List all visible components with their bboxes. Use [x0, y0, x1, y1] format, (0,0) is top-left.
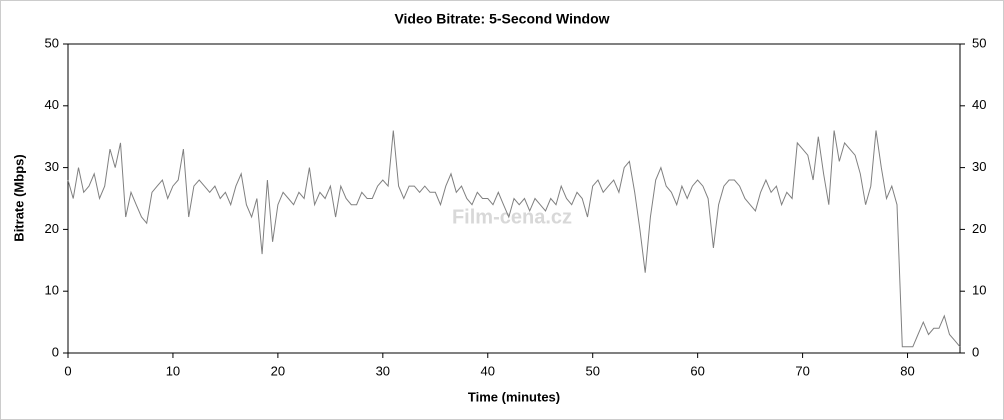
watermark: Film-cena.cz — [452, 206, 572, 228]
x-tick-label: 50 — [585, 363, 599, 378]
bitrate-line — [67, 130, 961, 348]
y-tick-label: 50 — [45, 35, 59, 50]
y-tick-label: 20 — [45, 221, 59, 236]
x-tick-label: 80 — [900, 363, 914, 378]
y-axis-label: Bitrate (Mbps) — [11, 154, 26, 241]
x-axis-label: Time (minutes) — [468, 389, 560, 404]
x-tick-label: 30 — [376, 363, 390, 378]
plot-frame — [67, 43, 961, 354]
y-tick-label: 10 — [45, 283, 59, 298]
x-tick-label: 70 — [795, 363, 809, 378]
y2-tick-label: 0 — [972, 344, 979, 359]
x-tick-label: 0 — [64, 363, 71, 378]
y2-tick-label: 30 — [972, 159, 986, 174]
y-tick-label: 40 — [45, 97, 59, 112]
x-tick-label: 60 — [690, 363, 704, 378]
y2-tick-label: 20 — [972, 221, 986, 236]
x-tick-label: 20 — [271, 363, 285, 378]
y2-tick-label: 40 — [972, 97, 986, 112]
chart-title: Video Bitrate: 5-Second Window — [394, 11, 609, 27]
y-tick-label: 0 — [52, 344, 59, 359]
x-tick-label: 40 — [481, 363, 495, 378]
x-tick-label: 10 — [166, 363, 180, 378]
y2-tick-label: 50 — [972, 35, 986, 50]
y2-tick-label: 10 — [972, 283, 986, 298]
y-tick-label: 30 — [45, 159, 59, 174]
